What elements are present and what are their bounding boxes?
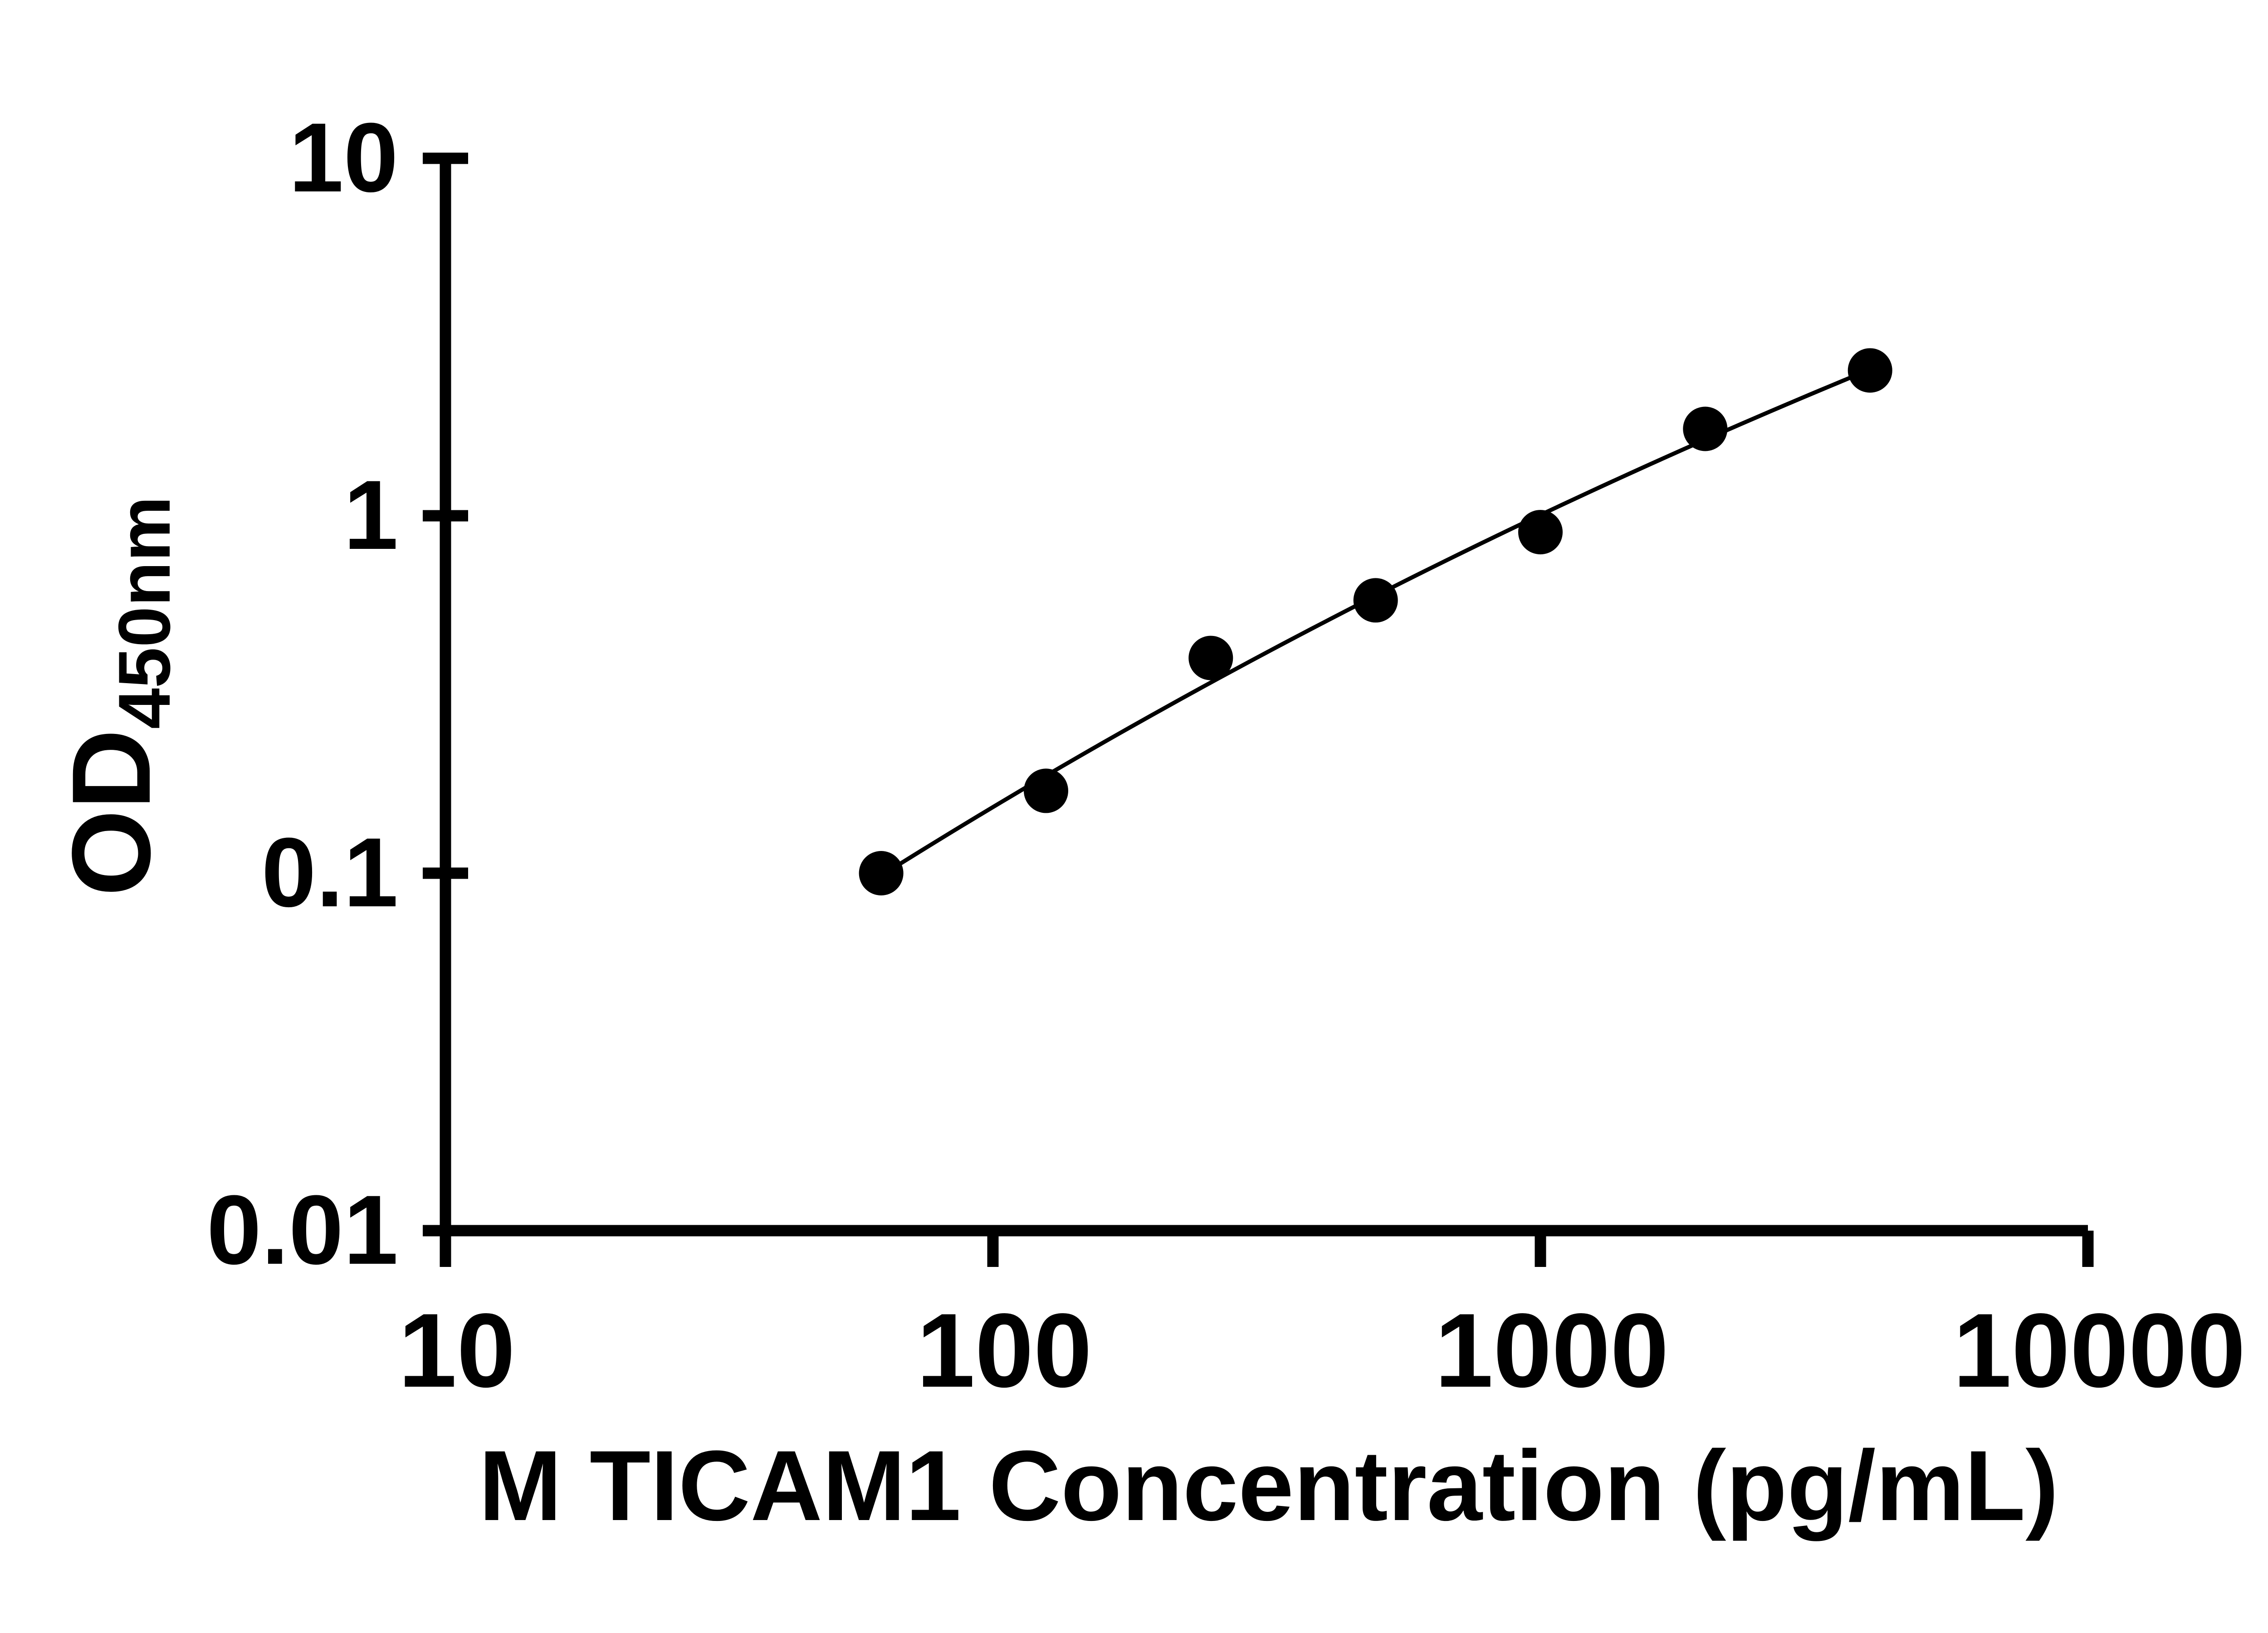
svg-text:10: 10	[289, 103, 398, 212]
svg-text:10: 10	[398, 1292, 515, 1409]
svg-text:100: 100	[916, 1292, 1092, 1409]
svg-text:1000: 1000	[1435, 1292, 1669, 1409]
svg-text:M TICAM1 Concentration (pg/mL): M TICAM1 Concentration (pg/mL)	[479, 1430, 2058, 1541]
svg-text:0.01: 0.01	[207, 1175, 398, 1285]
svg-text:1: 1	[343, 460, 398, 570]
svg-text:0.1: 0.1	[261, 817, 398, 927]
svg-text:10000: 10000	[1953, 1292, 2245, 1409]
